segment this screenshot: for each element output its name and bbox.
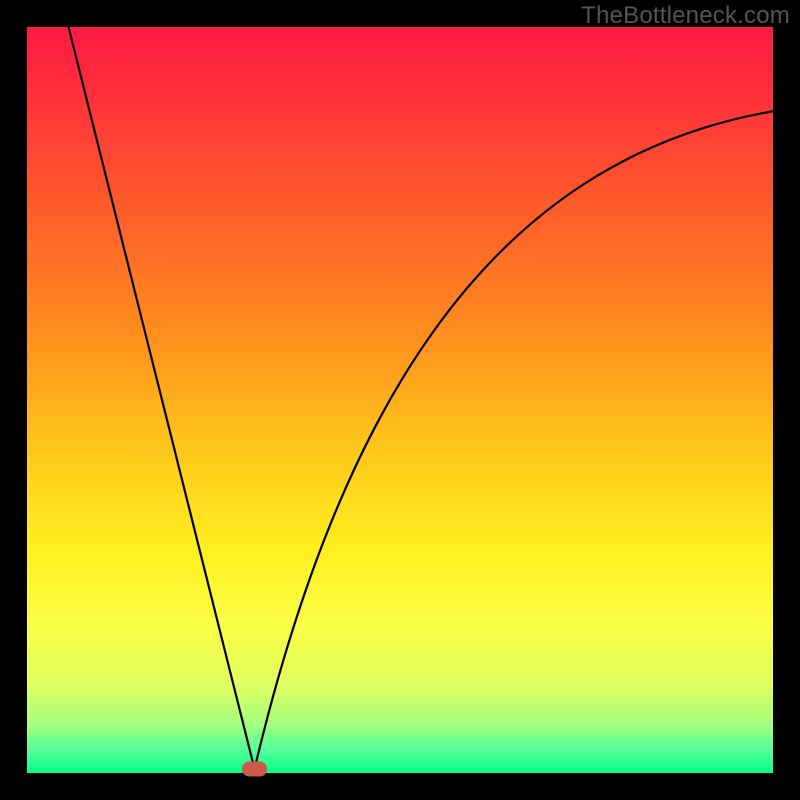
gradient-background (27, 25, 773, 775)
bottleneck-chart (0, 0, 800, 800)
chart-container: TheBottleneck.com (0, 0, 800, 800)
optimum-marker (242, 762, 267, 777)
attribution-text: TheBottleneck.com (581, 2, 790, 30)
